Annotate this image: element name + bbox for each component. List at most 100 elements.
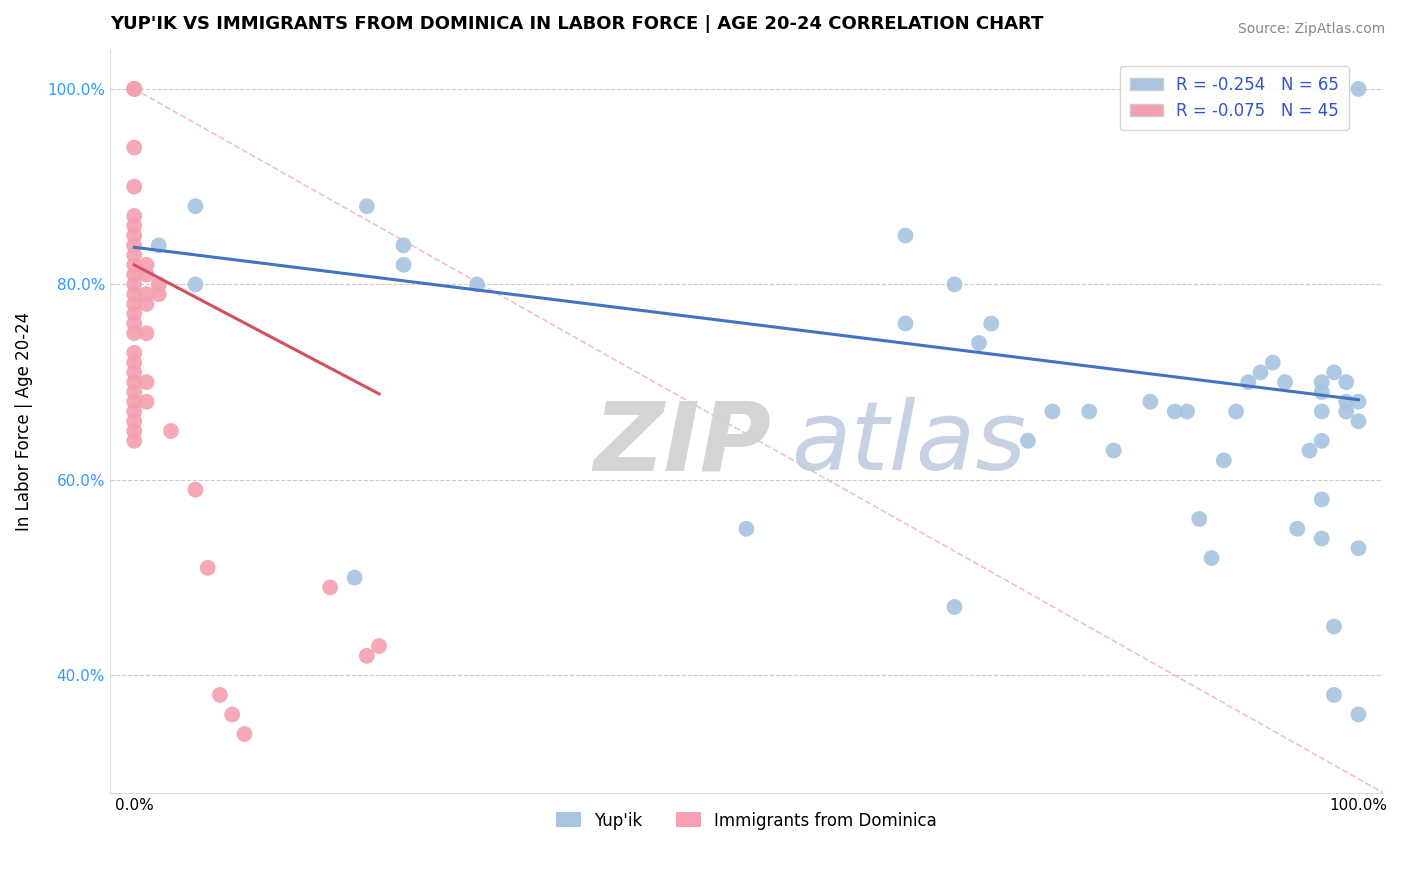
- Point: [1334, 375, 1357, 389]
- Point: [319, 581, 342, 595]
- Point: [1310, 375, 1333, 389]
- Point: [135, 375, 157, 389]
- Point: [208, 688, 231, 702]
- Point: [122, 356, 145, 370]
- Point: [1347, 541, 1369, 556]
- Point: [1274, 375, 1296, 389]
- Point: [1237, 375, 1260, 389]
- Point: [122, 268, 145, 282]
- Point: [356, 648, 378, 663]
- Point: [122, 317, 145, 331]
- Point: [148, 287, 170, 301]
- Point: [184, 277, 207, 292]
- Point: [1347, 394, 1369, 409]
- Point: [122, 365, 145, 379]
- Point: [122, 179, 145, 194]
- Point: [943, 599, 966, 614]
- Point: [1078, 404, 1101, 418]
- Point: [1250, 365, 1272, 379]
- Point: [1164, 404, 1187, 418]
- Point: [122, 82, 145, 96]
- Point: [1286, 522, 1309, 536]
- Point: [160, 424, 183, 438]
- Point: [1347, 707, 1369, 722]
- Point: [1175, 404, 1198, 418]
- Point: [1225, 404, 1247, 418]
- Point: [1102, 443, 1125, 458]
- Point: [122, 434, 145, 448]
- Point: [1334, 404, 1357, 418]
- Point: [122, 297, 145, 311]
- Point: [1310, 404, 1333, 418]
- Point: [135, 258, 157, 272]
- Point: [184, 199, 207, 213]
- Point: [1323, 688, 1346, 702]
- Point: [122, 277, 145, 292]
- Point: [1310, 492, 1333, 507]
- Point: [368, 639, 391, 653]
- Point: [184, 483, 207, 497]
- Point: [122, 326, 145, 341]
- Point: [221, 707, 243, 722]
- Point: [356, 199, 378, 213]
- Point: [343, 571, 366, 585]
- Point: [197, 561, 219, 575]
- Point: [135, 287, 157, 301]
- Point: [1310, 434, 1333, 448]
- Point: [967, 336, 990, 351]
- Point: [1017, 434, 1039, 448]
- Point: [148, 238, 170, 252]
- Point: [122, 287, 145, 301]
- Point: [135, 394, 157, 409]
- Point: [1139, 394, 1161, 409]
- Point: [122, 82, 145, 96]
- Point: [122, 258, 145, 272]
- Point: [1310, 384, 1333, 399]
- Point: [122, 209, 145, 223]
- Point: [1310, 532, 1333, 546]
- Point: [135, 326, 157, 341]
- Point: [1261, 356, 1284, 370]
- Point: [1298, 443, 1320, 458]
- Point: [392, 238, 415, 252]
- Point: [122, 228, 145, 243]
- Point: [980, 317, 1002, 331]
- Point: [122, 346, 145, 360]
- Point: [148, 277, 170, 292]
- Point: [122, 424, 145, 438]
- Point: [122, 404, 145, 418]
- Point: [122, 248, 145, 262]
- Point: [894, 228, 917, 243]
- Point: [122, 82, 145, 96]
- Point: [122, 219, 145, 233]
- Point: [1323, 365, 1346, 379]
- Point: [392, 258, 415, 272]
- Point: [122, 394, 145, 409]
- Point: [122, 307, 145, 321]
- Point: [1334, 394, 1357, 409]
- Point: [233, 727, 256, 741]
- Point: [135, 268, 157, 282]
- Point: [1347, 82, 1369, 96]
- Point: [1188, 512, 1211, 526]
- Point: [1323, 619, 1346, 633]
- Point: [735, 522, 758, 536]
- Point: [135, 297, 157, 311]
- Text: atlas: atlas: [792, 397, 1026, 490]
- Point: [1201, 551, 1223, 566]
- Y-axis label: In Labor Force | Age 20-24: In Labor Force | Age 20-24: [15, 311, 32, 531]
- Point: [465, 277, 488, 292]
- Point: [122, 384, 145, 399]
- Point: [122, 238, 145, 252]
- Point: [943, 277, 966, 292]
- Point: [1042, 404, 1064, 418]
- Point: [122, 375, 145, 389]
- Point: [122, 140, 145, 154]
- Point: [894, 317, 917, 331]
- Text: Source: ZipAtlas.com: Source: ZipAtlas.com: [1237, 22, 1385, 37]
- Text: YUP'IK VS IMMIGRANTS FROM DOMINICA IN LABOR FORCE | AGE 20-24 CORRELATION CHART: YUP'IK VS IMMIGRANTS FROM DOMINICA IN LA…: [110, 15, 1043, 33]
- Point: [1212, 453, 1234, 467]
- Text: ZIP: ZIP: [593, 397, 772, 490]
- Point: [122, 414, 145, 428]
- Point: [1347, 414, 1369, 428]
